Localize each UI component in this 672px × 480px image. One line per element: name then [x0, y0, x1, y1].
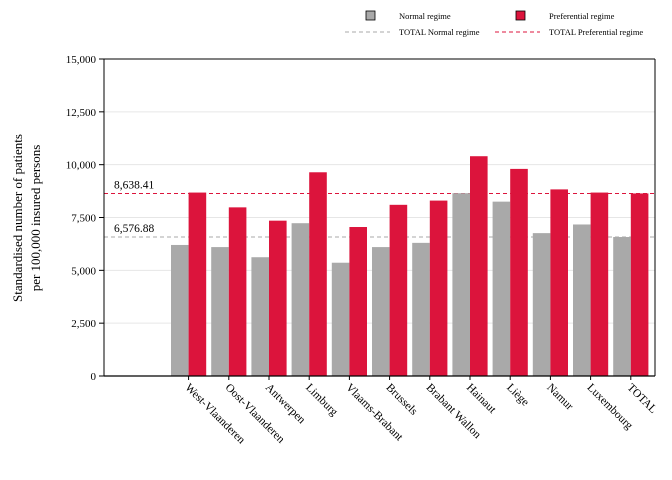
reference-label-1: 8,638.41 [114, 179, 155, 191]
bar-preferential-5 [389, 204, 408, 376]
legend-label-preferential: Preferential regime [549, 11, 615, 21]
x-tick-label-11: TOTAL [625, 382, 659, 416]
bar-normal-0 [171, 244, 189, 376]
bar-preferential-4 [349, 227, 367, 376]
bar-preferential-7 [470, 156, 488, 376]
bar-normal-1 [211, 247, 229, 376]
bar-preferential-6 [429, 200, 448, 376]
bar-normal-4 [331, 262, 350, 376]
x-tick-label-8: Liège [504, 382, 531, 409]
bar-normal-9 [532, 233, 551, 376]
bar-preferential-1 [228, 207, 247, 376]
bar-preferential-2 [269, 220, 287, 376]
x-tick-label-7: Hainaut [464, 382, 499, 417]
y-tick-label-0: 0 [91, 371, 97, 383]
y-tick-label-6: 15,000 [66, 54, 97, 66]
bars [171, 156, 649, 376]
y-ticks: 0 2,500 5,000 7,500 10,000 12,500 15,000 [66, 54, 104, 383]
legend-swatch-normal [365, 10, 376, 21]
y-tick-label-4: 10,000 [66, 160, 97, 172]
legend-label-normal: Normal regime [399, 11, 451, 21]
y-tick-label-5: 12,500 [66, 107, 97, 119]
x-tick-label-3: Limburg [303, 382, 340, 419]
bar-preferential-11 [630, 193, 649, 376]
bar-preferential-9 [550, 189, 568, 376]
bar-preferential-10 [590, 192, 609, 376]
y-tick-label-2: 5,000 [71, 265, 96, 277]
y-tick-label-3: 7,500 [71, 213, 96, 225]
bar-preferential-8 [510, 168, 528, 376]
legend-label-total-normal: TOTAL Normal regime [399, 27, 480, 37]
bar-normal-6 [412, 242, 430, 376]
y-axis-title-line2: per 100,000 insured persons [28, 145, 43, 292]
x-tick-labels: West-VlaanderenOost-VlaanderenAntwerpenL… [182, 376, 659, 447]
bar-normal-7 [452, 193, 470, 376]
bar-normal-11 [613, 237, 631, 376]
legend-label-total-preferential: TOTAL Preferential regime [549, 27, 643, 37]
bar-normal-8 [492, 201, 511, 376]
bar-normal-5 [372, 247, 390, 376]
legend: Normal regime Preferential regime TOTAL … [345, 10, 643, 37]
bar-normal-10 [573, 224, 591, 376]
y-axis-title-line1: Standardised number of patients [10, 134, 25, 302]
x-tick-label-9: Namur [544, 382, 575, 413]
reference-label-0: 6,576.88 [114, 223, 155, 235]
legend-swatch-preferential [515, 10, 526, 21]
y-tick-label-1: 2,500 [71, 318, 96, 330]
bar-preferential-0 [188, 192, 207, 376]
x-tick-label-5: Brussels [383, 382, 419, 418]
reference-labels: 6,576.88 8,638.41 [114, 179, 155, 235]
bar-preferential-3 [309, 172, 327, 376]
bar-normal-3 [291, 223, 310, 376]
reference-lines [104, 192, 655, 238]
bar-normal-2 [251, 257, 269, 376]
